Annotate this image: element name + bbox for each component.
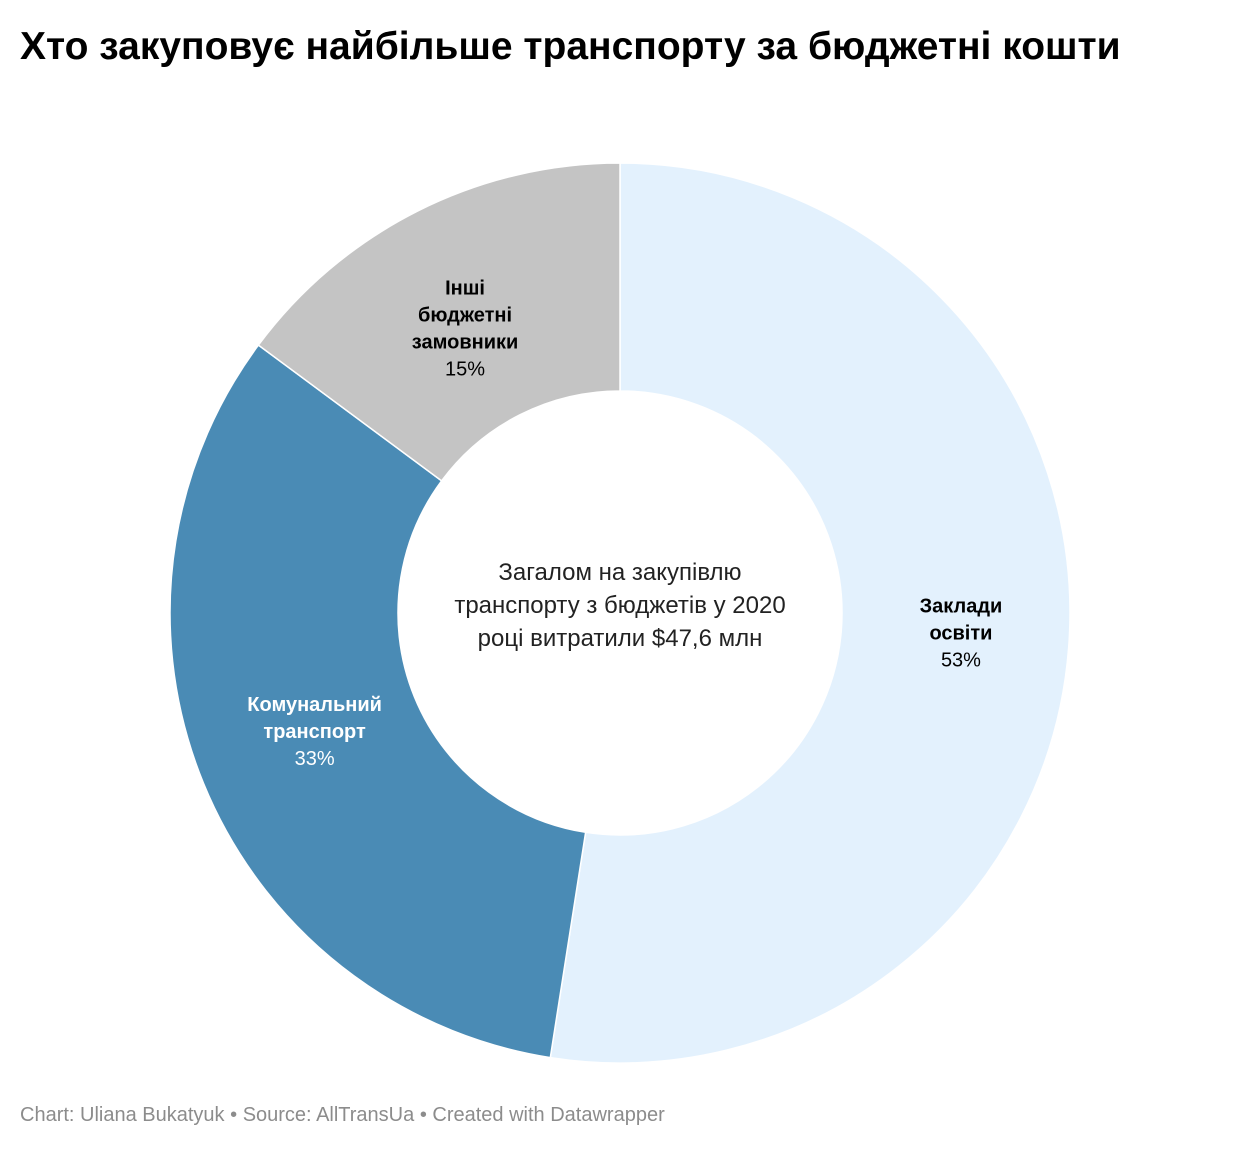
slice-value: 33%	[295, 748, 335, 770]
slice-label: Інші бюджетні замовники 15%	[412, 278, 519, 381]
donut-slice	[169, 344, 587, 1059]
footer-created-with: Created with Datawrapper	[432, 1104, 665, 1126]
donut-slice	[549, 162, 1071, 1064]
slice-name: транспорт	[263, 721, 366, 743]
center-text-line: Загалом на закупівлю	[498, 559, 741, 586]
slice-label: Комунальний транспорт 33%	[247, 694, 382, 770]
slice-name: Комунальний	[247, 694, 382, 716]
slice-labels: Заклади освіти 53% Комунальний транспорт 33% І…	[247, 278, 1002, 771]
center-annotation: Загалом на закупівлю транспорту з бюджеті…	[454, 559, 785, 652]
slice-value: 15%	[445, 359, 485, 381]
slice-name: Заклади	[920, 596, 1003, 618]
chart-title: Хто закуповує найбільше транспорту за бю…	[20, 25, 1121, 68]
footer: Chart: Uliana Bukatyuk • Source: AllTran…	[20, 1104, 665, 1127]
donut-slice	[257, 162, 621, 482]
center-text-line: транспорту з бюджетів у 2020	[454, 592, 785, 619]
slice-value: 53%	[941, 650, 981, 672]
slice-label: Заклади освіти 53%	[920, 596, 1003, 672]
footer-chart-credit: Chart: Uliana Bukatyuk	[20, 1104, 225, 1126]
slice-name: бюджетні	[418, 305, 512, 327]
footer-separator: •	[419, 1104, 427, 1126]
slice-name: освіти	[929, 623, 992, 645]
donut-slices	[169, 162, 1071, 1064]
slice-name: замовники	[412, 332, 519, 354]
center-text-line: році витратили $47,6 млн	[478, 625, 763, 652]
footer-separator: •	[230, 1104, 238, 1126]
footer-source: Source: AllTransUa	[242, 1104, 415, 1126]
slice-name: Інші	[445, 278, 485, 300]
